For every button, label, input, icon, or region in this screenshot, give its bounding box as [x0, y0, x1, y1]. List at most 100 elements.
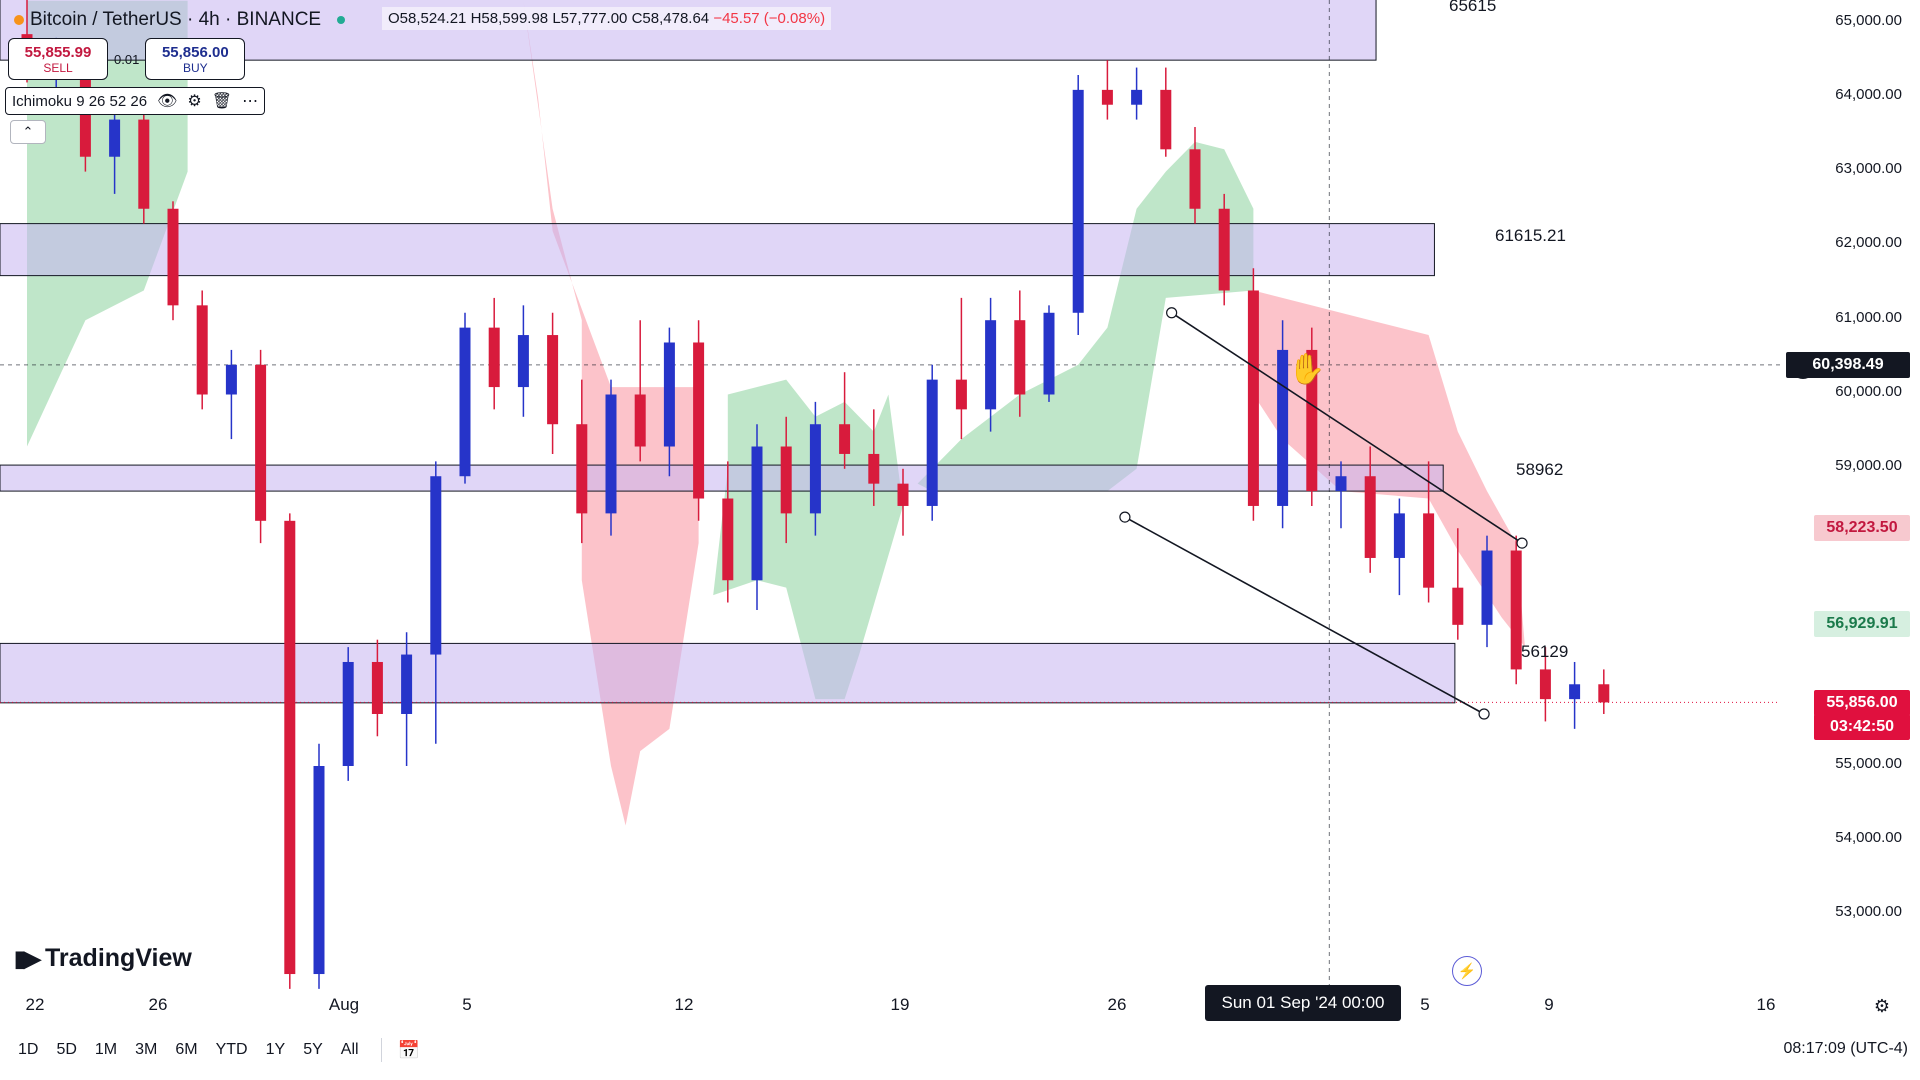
trash-icon[interactable]: 🗑	[211, 93, 233, 110]
lightning-icon[interactable]: ⚡	[1452, 956, 1482, 986]
candle-body	[1452, 587, 1464, 625]
candle-body	[1393, 513, 1405, 558]
eye-icon[interactable]: 👁	[157, 93, 178, 110]
trendline-handle	[1119, 511, 1131, 523]
candle-body	[1598, 684, 1610, 703]
y-tick-label: 63,000.00	[1835, 160, 1902, 177]
candle-body	[693, 342, 705, 499]
chart-header: Bitcoin / TetherUS · 4h · BINANCE	[0, 6, 346, 34]
x-tick-label: 5	[1420, 995, 1430, 1014]
x-tick-label: Aug	[328, 995, 360, 1014]
bottom-toolbar: 1D 5D 1M 3M 6M YTD 1Y 5Y All 📅	[0, 1028, 1920, 1072]
candle-body	[1364, 476, 1376, 558]
trendline	[1124, 516, 1485, 715]
x-tick-label: 5	[462, 995, 472, 1014]
candle-body	[1101, 89, 1113, 105]
market-status-icon	[337, 16, 346, 24]
symbol-title[interactable]: Bitcoin / TetherUS · 4h · BINANCE	[14, 9, 346, 31]
range-1y[interactable]: 1Y	[265, 1041, 286, 1058]
crosshair-price-label: 60,398.49	[1786, 352, 1910, 378]
candle-body	[663, 342, 675, 447]
candle-body	[722, 498, 734, 581]
trendline-handle	[1166, 307, 1178, 319]
zone-label: 65615	[1449, 0, 1497, 15]
candle-body	[1510, 550, 1522, 670]
range-3m[interactable]: 3M	[135, 1041, 158, 1058]
candle-body	[138, 119, 150, 209]
x-tick-label: 12	[674, 995, 694, 1014]
trade-panel: 55,855.99 SELL 0.01 55,856.00 BUY	[8, 38, 246, 80]
hand-cursor-icon: ✋	[1288, 353, 1326, 386]
candle-body	[809, 424, 821, 514]
crosshair-date-label: Sun 01 Sep '24 00:00	[1205, 985, 1401, 1021]
range-5y[interactable]: 5Y	[303, 1041, 323, 1058]
range-6m[interactable]: 6M	[175, 1041, 198, 1058]
range-ytd[interactable]: YTD	[215, 1041, 248, 1058]
indicator-legend[interactable]: Ichimoku 9 26 52 26 👁 ⚙ 🗑 ⋯	[5, 87, 266, 115]
support-resistance-zone	[0, 223, 1435, 277]
sell-button[interactable]: 55,855.99 SELL	[8, 38, 108, 80]
zone-label: 56129	[1521, 642, 1569, 661]
zone-label: 61615.21	[1495, 226, 1566, 245]
x-tick-label: 26	[1107, 995, 1127, 1014]
candle-body	[634, 394, 646, 447]
y-tick-label: 59,000.00	[1835, 457, 1902, 474]
y-tick-label: 65,000.00	[1835, 12, 1902, 29]
y-tick-label: 53,000.00	[1835, 903, 1902, 920]
candle-body	[488, 327, 500, 388]
trendline-handle	[1478, 708, 1490, 720]
x-tick-label: 9	[1544, 995, 1554, 1014]
candle-body	[780, 446, 792, 514]
candle-body	[926, 379, 938, 506]
axis-settings-icon[interactable]: ⚙	[1873, 996, 1890, 1016]
collapse-legend-button[interactable]: ⌃	[10, 120, 46, 144]
range-1d[interactable]: 1D	[18, 1041, 39, 1058]
tradingview-logo[interactable]: ▮▶ TradingView	[14, 944, 192, 972]
candle-body	[955, 379, 967, 410]
x-tick-label: 22	[25, 995, 45, 1014]
candle-body	[1423, 513, 1435, 588]
candle-body	[1247, 290, 1259, 506]
cloud-price-tag: 58,223.50	[1814, 515, 1910, 541]
y-tick-label: 62,000.00	[1835, 234, 1902, 251]
candle-body	[430, 476, 442, 655]
candle-body	[1160, 89, 1172, 150]
candle-body	[517, 335, 529, 388]
y-tick-label: 64,000.00	[1835, 86, 1902, 103]
candle-body	[1189, 149, 1201, 209]
more-icon[interactable]: ⋯	[242, 93, 259, 110]
candle-body	[576, 424, 588, 514]
x-tick-label: 26	[148, 995, 168, 1014]
trendline-handle	[1516, 537, 1528, 549]
clock-readout[interactable]: 08:17:09 (UTC-4)	[1783, 1040, 1909, 1057]
chevron-up-icon: ⌃	[22, 124, 34, 139]
calendar-icon[interactable]: 📅	[397, 1039, 420, 1060]
candle-body	[371, 661, 383, 714]
ichimoku-cloud-bull	[917, 141, 1254, 492]
candle-body	[1335, 476, 1347, 492]
range-all[interactable]: All	[340, 1041, 359, 1058]
toolbar-divider	[380, 1038, 382, 1062]
candle-body	[401, 654, 413, 714]
indicator-label: Ichimoku 9 26 52 26	[12, 92, 148, 110]
candle-body	[255, 364, 267, 521]
buy-button[interactable]: 55,856.00 BUY	[145, 38, 246, 80]
candle-body	[1569, 684, 1581, 700]
candle-body	[605, 394, 617, 514]
candle-body	[109, 119, 121, 157]
candle-body	[1481, 550, 1493, 625]
zone-label: 58962	[1516, 460, 1564, 479]
candle-body	[313, 766, 325, 975]
support-resistance-zone	[0, 642, 1456, 704]
candle-body	[1131, 89, 1143, 105]
bar-countdown-tag: 03:42:50	[1814, 714, 1910, 740]
range-1m[interactable]: 1M	[94, 1041, 118, 1058]
gear-icon[interactable]: ⚙	[187, 93, 202, 110]
candle-body	[342, 661, 354, 766]
candle-body	[459, 327, 471, 477]
candle-body	[1539, 669, 1551, 700]
candle-body	[1072, 89, 1084, 313]
range-5d[interactable]: 5D	[56, 1041, 77, 1058]
bitcoin-icon	[14, 15, 24, 25]
